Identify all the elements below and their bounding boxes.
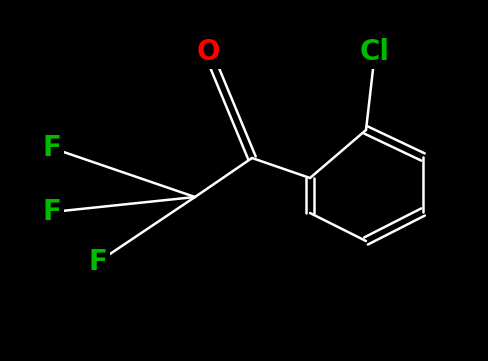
- Text: O: O: [196, 38, 219, 66]
- Text: F: F: [42, 198, 61, 226]
- Text: F: F: [42, 134, 61, 162]
- Text: Cl: Cl: [359, 38, 389, 66]
- Text: F: F: [88, 248, 107, 276]
